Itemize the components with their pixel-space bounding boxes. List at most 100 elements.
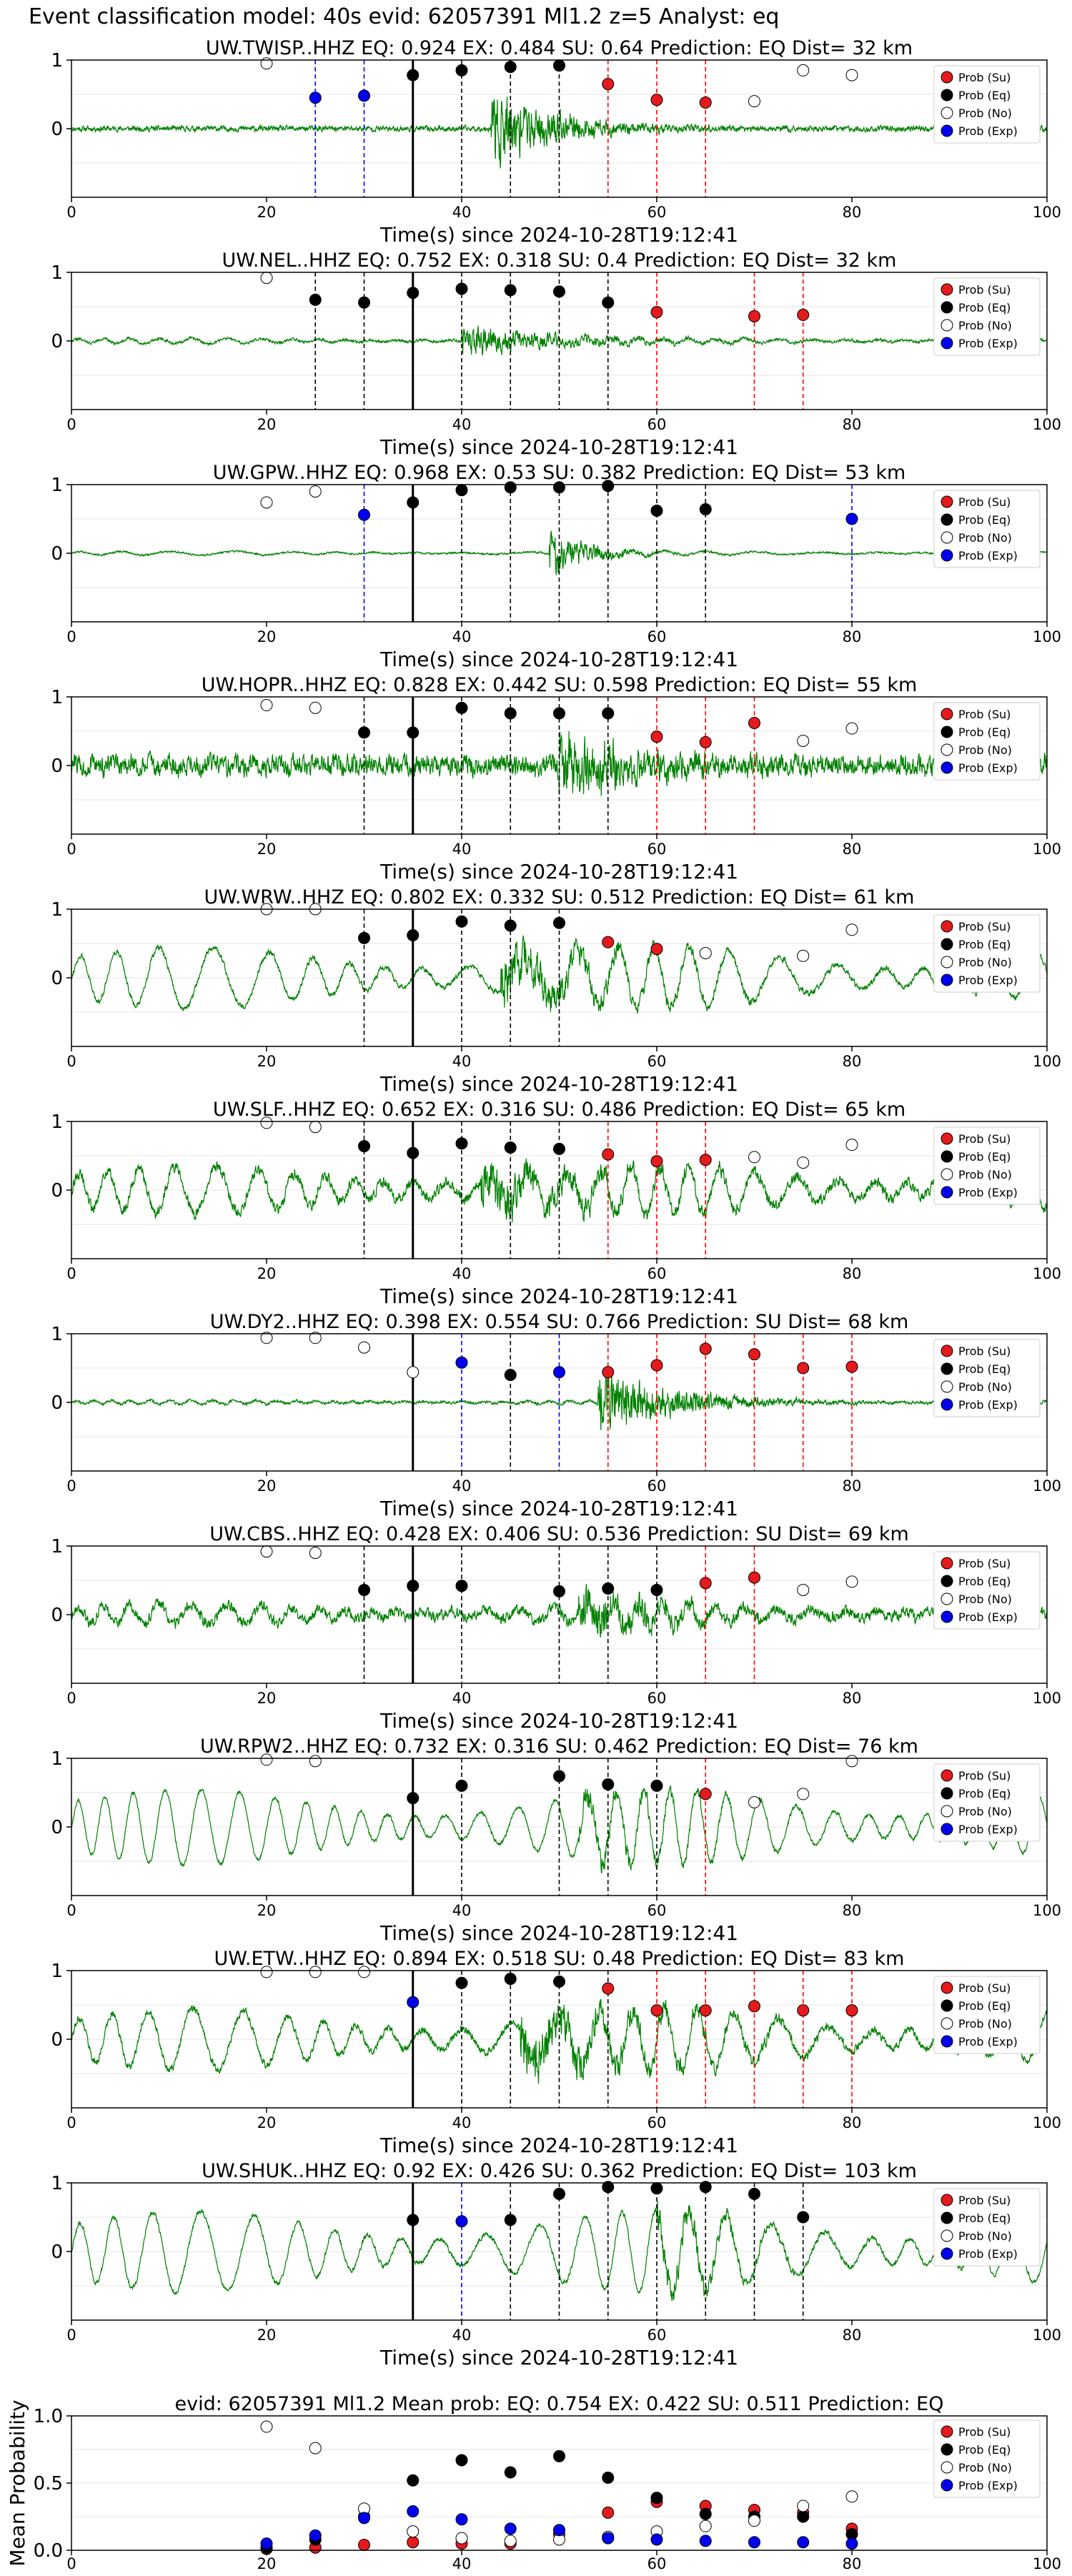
legend-box xyxy=(933,1126,1041,1205)
prob-marker-eq xyxy=(797,2211,810,2224)
x-tick-label: 60 xyxy=(647,2555,667,2572)
x-tick-label: 0 xyxy=(66,2114,76,2131)
x-tick-label: 20 xyxy=(257,628,277,645)
legend-marker-exp xyxy=(941,761,953,774)
panel-title: UW.CBS..HHZ EQ: 0.428 EX: 0.406 SU: 0.53… xyxy=(209,1523,909,1545)
prob-marker-eq xyxy=(650,2182,663,2195)
x-tick-label: 80 xyxy=(843,1477,862,1495)
panel-title: UW.NEL..HHZ EQ: 0.752 EX: 0.318 SU: 0.4 … xyxy=(222,249,897,272)
prob-marker-eq xyxy=(602,2181,615,2194)
prob-marker-eq xyxy=(407,726,420,739)
prob-marker-no xyxy=(797,734,810,747)
y-tick-label: 0 xyxy=(51,543,63,565)
prob-marker-no xyxy=(260,272,273,284)
x-tick-label: 20 xyxy=(257,2114,277,2131)
prob-marker-no xyxy=(309,1966,322,1978)
legend-marker-no xyxy=(941,531,953,544)
mean-prob-point-exp xyxy=(650,2533,663,2546)
prob-marker-exp xyxy=(845,512,858,525)
prob-marker-su xyxy=(845,1360,858,1373)
y-tick-label: 0 xyxy=(51,1817,63,1838)
legend-label-eq: Prob (Eq) xyxy=(958,725,1011,739)
x-tick-label: 100 xyxy=(1033,1053,1061,1070)
legend-label-exp: Prob (Exp) xyxy=(958,2035,1018,2049)
panel-title: UW.SHUK..HHZ EQ: 0.92 EX: 0.426 SU: 0.36… xyxy=(202,2160,917,2182)
prob-marker-su xyxy=(748,1348,760,1361)
prob-marker-su xyxy=(650,730,663,743)
prob-marker-eq xyxy=(748,2187,760,2200)
prob-marker-exp xyxy=(358,89,370,102)
legend-label-su: Prob (Su) xyxy=(958,1769,1011,1783)
prob-marker-eq xyxy=(699,503,712,516)
prob-marker-eq xyxy=(553,1585,565,1597)
legend-box xyxy=(933,1339,1041,1417)
prob-marker-eq xyxy=(553,481,565,494)
x-tick-label: 0 xyxy=(66,841,76,858)
legend-label-su: Prob (Su) xyxy=(958,1981,1011,1995)
legend-marker-exp xyxy=(941,337,953,350)
x-tick-label: 60 xyxy=(647,628,667,645)
prob-marker-no xyxy=(407,1366,420,1379)
prob-marker-eq xyxy=(455,1137,468,1150)
prob-marker-su xyxy=(602,1148,615,1161)
panel-3: UW.GPW..HHZ EQ: 0.968 EX: 0.53 SU: 0.382… xyxy=(51,462,1061,671)
legend-marker-no xyxy=(941,743,953,756)
prob-marker-eq xyxy=(407,928,420,941)
prob-marker-eq xyxy=(553,2187,565,2200)
prob-marker-eq xyxy=(455,64,468,76)
prob-marker-no xyxy=(797,64,810,76)
legend-label-exp: Prob (Exp) xyxy=(958,974,1018,987)
x-tick-label: 20 xyxy=(257,1053,277,1070)
legend-marker-eq xyxy=(941,1150,953,1163)
legend-label-eq: Prob (Eq) xyxy=(958,1150,1011,1164)
x-tick-label: 20 xyxy=(257,1690,277,1707)
prob-marker-exp xyxy=(358,508,370,521)
x-tick-label: 40 xyxy=(452,1690,472,1707)
prob-marker-eq xyxy=(358,931,370,944)
legend-label-eq: Prob (Eq) xyxy=(958,1787,1011,1800)
x-tick-label: 0 xyxy=(66,1053,76,1070)
prob-marker-eq xyxy=(358,1583,370,1596)
prob-marker-su xyxy=(699,1342,712,1355)
prob-marker-eq xyxy=(407,69,420,81)
x-tick-label: 20 xyxy=(257,1265,277,1282)
y-tick-label: 1 xyxy=(51,1748,63,1770)
prob-marker-su xyxy=(650,94,663,106)
x-tick-label: 80 xyxy=(843,1902,862,1919)
x-tick-label: 60 xyxy=(647,1477,667,1495)
x-axis-label: Time(s) since 2024-10-28T19:12:41 xyxy=(379,1709,738,1733)
legend-marker-eq xyxy=(941,1575,953,1587)
panel-title: UW.ETW..HHZ EQ: 0.894 EX: 0.518 SU: 0.48… xyxy=(214,1948,905,1970)
legend-marker-exp xyxy=(941,1398,953,1411)
seismogram-trace xyxy=(71,325,1048,356)
prob-marker-su xyxy=(748,716,760,729)
legend-marker-eq xyxy=(941,938,953,951)
mean-prob-point-exp xyxy=(797,2536,810,2549)
panel-1: UW.TWISP..HHZ EQ: 0.924 EX: 0.484 SU: 0.… xyxy=(51,37,1061,247)
prob-marker-su xyxy=(650,1155,663,1168)
prob-marker-eq xyxy=(455,701,468,714)
prob-marker-su xyxy=(699,1788,712,1800)
prob-marker-no xyxy=(260,57,273,70)
prob-marker-eq xyxy=(504,1973,517,1986)
x-tick-label: 20 xyxy=(257,2555,277,2572)
legend-marker-su xyxy=(941,1769,953,1782)
seismogram-trace xyxy=(71,1584,1048,1638)
legend-marker-eq xyxy=(941,1999,953,2012)
prob-marker-su xyxy=(650,2004,663,2017)
prob-marker-su xyxy=(748,1571,760,1584)
legend-label-eq: Prob (Eq) xyxy=(958,513,1011,527)
legend-marker-exp xyxy=(941,2247,953,2260)
y-tick-label: 1 xyxy=(51,1536,63,1557)
x-tick-label: 80 xyxy=(843,841,862,858)
mean-prob-point-su xyxy=(407,2536,420,2549)
legend-label-no: Prob (No) xyxy=(958,106,1012,120)
prob-marker-no xyxy=(260,1966,273,1978)
prob-marker-eq xyxy=(553,916,565,929)
prob-marker-no xyxy=(260,1753,273,1766)
mean-prob-point-exp xyxy=(748,2536,760,2549)
mean-prob-point-exp xyxy=(358,2512,370,2525)
prob-marker-eq xyxy=(602,296,615,309)
summary-title: evid: 62057391 Ml1.2 Mean prob: EQ: 0.75… xyxy=(175,2393,944,2415)
x-tick-label: 40 xyxy=(452,1902,472,1919)
